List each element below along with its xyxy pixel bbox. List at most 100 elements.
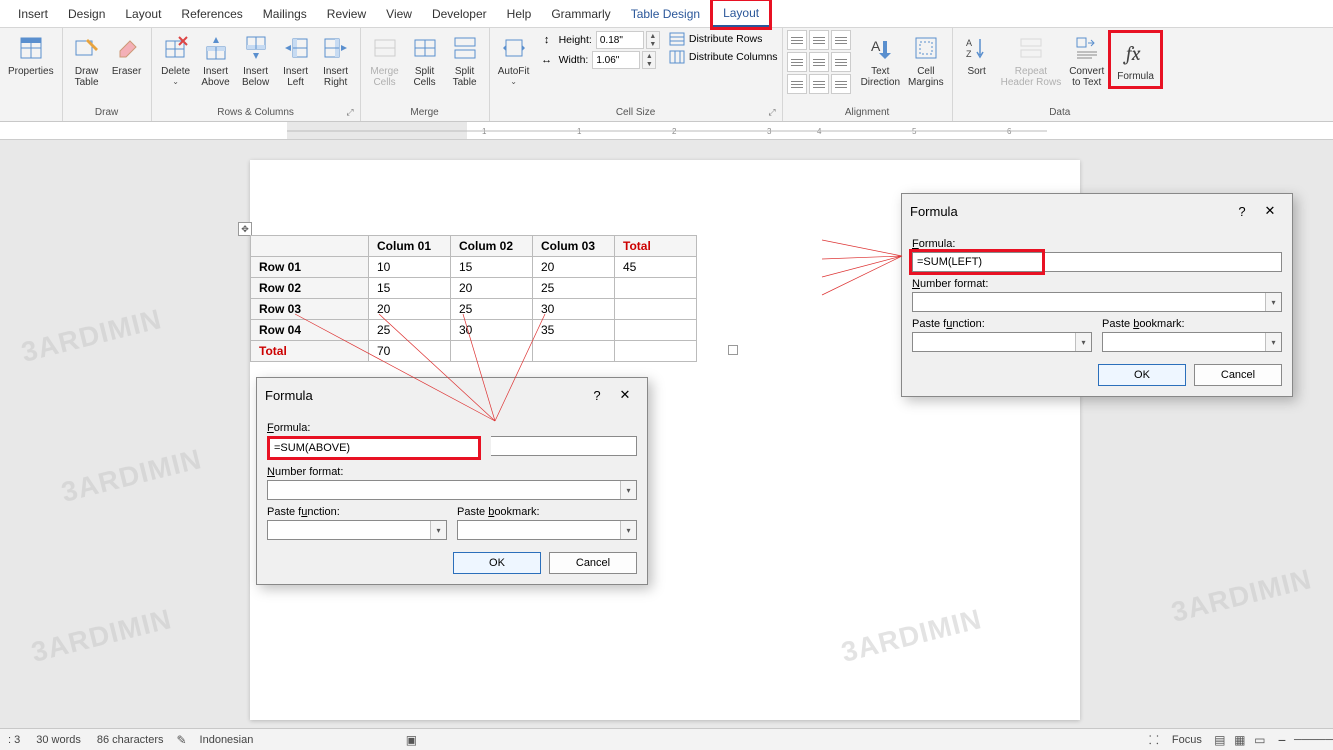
insert-left-button[interactable]: Insert Left [276,30,316,90]
table-move-handle[interactable]: ✥ [238,222,252,236]
tab-table-design[interactable]: Table Design [621,2,710,26]
formula-dialog-left: Formula ? ✕ Formula: Number format: ▾ Pa… [901,193,1293,397]
paste-bookmark-select[interactable] [1102,332,1282,352]
convert-to-text-button[interactable]: Convert to Text [1065,30,1108,90]
table-resize-handle[interactable] [728,345,738,355]
launcher-icon[interactable]: ⤢ [768,107,775,118]
svg-text:A: A [871,38,881,54]
alignment-grid[interactable] [787,30,851,94]
tab-references[interactable]: References [171,2,252,26]
draw-table-button[interactable]: Draw Table [67,30,107,90]
split-table-button[interactable]: Split Table [445,30,485,90]
paste-function-label: Paste function: [912,318,1092,330]
cancel-button[interactable]: Cancel [549,552,637,574]
view-web-icon[interactable]: ▭ [1250,730,1270,750]
document-area: ✥ Colum 01Colum 02Colum 03TotalRow 01101… [0,140,1333,730]
spellcheck-icon[interactable]: ✎ [172,730,192,750]
chevron-down-icon[interactable]: ▾ [430,521,446,539]
number-format-select[interactable] [912,292,1282,312]
paste-function-label: Paste function: [267,506,447,518]
autofit-button[interactable]: AutoFit⌄ [494,30,534,88]
ok-button[interactable]: OK [453,552,541,574]
tab-layout[interactable]: Layout [713,1,769,27]
chevron-down-icon[interactable]: ▾ [620,521,636,539]
char-count[interactable]: 86 characters [89,734,172,746]
height-row: ↕Height:0.18"▲▼ [538,31,660,49]
view-print-icon[interactable]: ▦ [1230,730,1250,750]
formula-button[interactable]: fxFormula [1113,35,1158,84]
width-input[interactable]: 1.06" [592,51,640,69]
chevron-down-icon[interactable]: ▾ [1265,293,1281,311]
number-format-select[interactable] [267,480,637,500]
formula-label: Formula: [267,422,637,434]
insert-below-button[interactable]: Insert Below [236,30,276,90]
svg-text:A: A [966,38,972,48]
watermark: 3ARDIMIN [18,303,165,369]
split-cells-button[interactable]: Split Cells [405,30,445,90]
properties-button[interactable]: Properties [4,30,58,79]
focus-icon[interactable]: ⸬ [1144,730,1164,750]
tab-layout-main[interactable]: Layout [115,2,171,26]
tab-grammarly[interactable]: Grammarly [541,2,620,26]
group-cell-size: Cell Size⤢ [494,106,778,119]
tab-design[interactable]: Design [58,2,115,26]
distribute-rows-button[interactable]: Distribute Rows [668,31,778,47]
cell-margins-button[interactable]: Cell Margins [904,30,948,90]
word-count[interactable]: 30 words [28,734,89,746]
chevron-down-icon[interactable]: ▾ [1265,333,1281,351]
insert-right-button[interactable]: Insert Right [316,30,356,90]
paste-bookmark-select[interactable] [457,520,637,540]
macro-icon[interactable]: ▣ [401,730,421,750]
dist-rows-icon [668,31,686,47]
height-spinner[interactable]: ▲▼ [646,31,660,49]
tab-developer[interactable]: Developer [422,2,497,26]
cancel-button[interactable]: Cancel [1194,364,1282,386]
svg-text:Z: Z [966,49,972,59]
formula-input[interactable] [270,439,478,457]
width-spinner[interactable]: ▲▼ [642,51,656,69]
insert-above-button[interactable]: Insert Above [196,30,236,90]
watermark: 3ARDIMIN [58,443,205,509]
number-format-label: Number format: [912,278,1282,290]
height-input[interactable]: 0.18" [596,31,644,49]
watermark: 3ARDIMIN [1168,563,1315,629]
distribute-columns-button[interactable]: Distribute Columns [668,49,778,65]
paste-function-select[interactable] [912,332,1092,352]
chevron-down-icon[interactable]: ▾ [1075,333,1091,351]
group-data: Data [957,106,1163,119]
tab-help[interactable]: Help [497,2,542,26]
delete-button[interactable]: Delete⌄ [156,30,196,88]
language-status[interactable]: Indonesian [192,734,262,746]
tab-review[interactable]: Review [317,2,376,26]
focus-button[interactable]: Focus [1164,734,1210,746]
text-direction-button[interactable]: AText Direction [857,30,904,90]
page-status[interactable]: : 3 [0,734,28,746]
tab-mailings[interactable]: Mailings [253,2,317,26]
eraser-button[interactable]: Eraser [107,30,147,79]
close-button[interactable]: ✕ [611,384,639,406]
launcher-icon[interactable]: ⤢ [346,107,353,118]
formula-dialog-above: Formula ? ✕ Formula: Number format: ▾ Pa… [256,377,648,585]
sort-button[interactable]: AZSort [957,30,997,79]
ok-button[interactable]: OK [1098,364,1186,386]
dialog-title: Formula [910,204,1228,219]
tab-view[interactable]: View [376,2,422,26]
group-alignment: Alignment [787,106,948,119]
chevron-down-icon[interactable]: ▾ [620,481,636,499]
dialog-title: Formula [265,388,583,403]
group-merge: Merge [365,106,485,119]
data-table[interactable]: Colum 01Colum 02Colum 03TotalRow 0110152… [250,235,697,362]
tab-insert[interactable]: Insert [8,2,58,26]
zoom-out[interactable]: − [1270,732,1294,748]
help-button[interactable]: ? [583,384,611,406]
paste-function-select[interactable] [267,520,447,540]
view-read-icon[interactable]: ▤ [1210,730,1230,750]
group-rows-cols: Rows & Columns⤢ [156,106,356,119]
help-button[interactable]: ? [1228,200,1256,222]
close-button[interactable]: ✕ [1256,200,1284,222]
width-icon: ↔ [538,52,556,68]
width-row: ↔Width:1.06"▲▼ [538,51,660,69]
formula-input[interactable] [912,252,1282,272]
formula-label: Formula: [912,238,1282,250]
ruler[interactable]: 1123456 [0,122,1333,140]
